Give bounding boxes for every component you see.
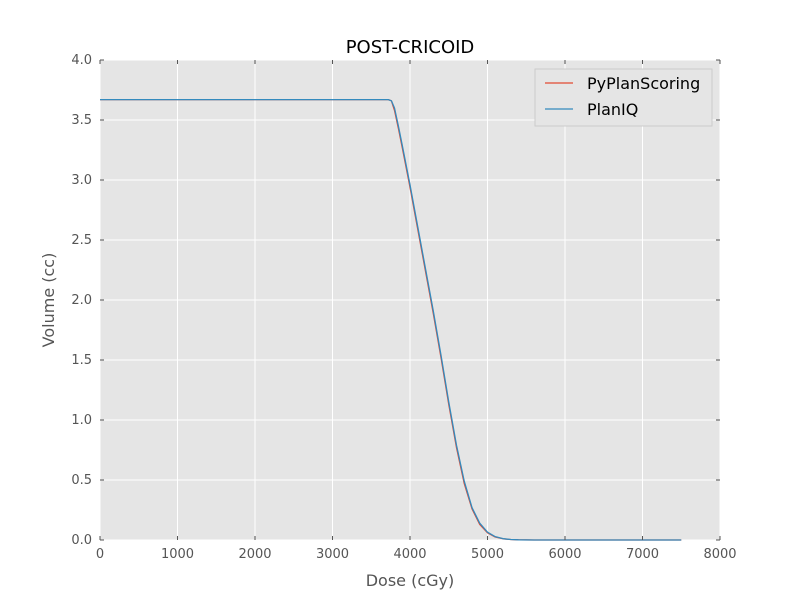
legend-box [534,68,713,127]
y-tick-label: 1.0 [71,413,92,428]
y-tick-label: 3.5 [71,113,92,128]
x-tick-label: 5000 [471,547,504,562]
x-tick-label: 3000 [316,547,349,562]
series-layer [100,98,682,541]
y-axis-title: Volume (cc) [39,253,58,348]
legend: PyPlanScoring PlanIQ [534,68,713,127]
series-line-planiq [100,98,682,541]
y-tick-label: 4.0 [71,53,92,68]
x-axis-title: Dose (cGy) [366,571,455,590]
x-tick-label: 4000 [393,547,426,562]
legend-label: PlanIQ [587,100,638,119]
y-tick-label: 2.5 [71,233,92,248]
x-tick-label: 2000 [238,547,271,562]
x-tick-label: 1000 [161,547,194,562]
y-tick-label: 3.0 [71,173,92,188]
y-tick-label: 2.0 [71,293,92,308]
y-tick-label: 1.5 [71,353,92,368]
x-tick-label: 7000 [626,547,659,562]
x-tick-label: 0 [96,547,104,562]
x-tick-label: 6000 [548,547,581,562]
y-tick-label: 0.5 [71,473,92,488]
x-tick-label: 8000 [703,547,736,562]
legend-label: PyPlanScoring [587,74,700,93]
y-tick-label: 0.0 [71,533,92,548]
ticks-layer: 0 1000 2000 3000 4000 5000 6000 7000 8000 0.0 0.5 1… [71,53,736,562]
chart-title: POST-CRICOID [346,37,475,58]
